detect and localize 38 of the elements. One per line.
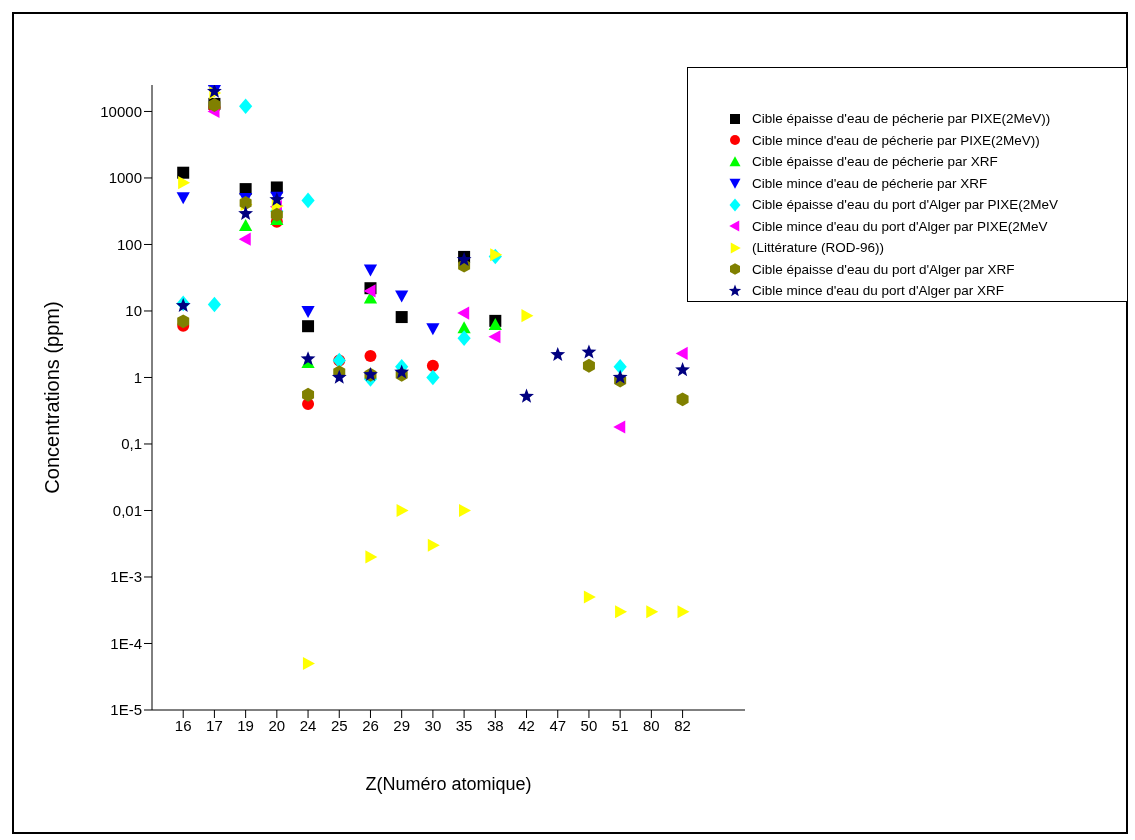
x-tick-label: 80 [643, 716, 660, 734]
x-tick-label: 24 [299, 716, 317, 734]
y-tick-label: 1E-3 [110, 568, 142, 586]
x-tick-label: 26 [362, 716, 379, 734]
x-tick-label: 47 [549, 716, 567, 734]
x-tick-label: 51 [611, 716, 629, 734]
y-tick-label: 1E-5 [110, 701, 142, 719]
legend-label: Cible épaisse d'eau du port d'Alger par PIXE(2MeV [752, 197, 1059, 213]
y-tick-label: 0,01 [112, 501, 142, 519]
x-tick-label: 29 [393, 716, 411, 734]
x-tick-label: 16 [174, 716, 192, 734]
y-tick-label: 10 [125, 302, 142, 320]
y-tick-label: 10000 [100, 102, 142, 120]
x-tick-label: 35 [455, 716, 473, 734]
x-tick-label: 82 [674, 716, 691, 734]
x-tick-label: 25 [330, 716, 348, 734]
x-tick-label: 50 [580, 716, 598, 734]
legend-label: Cible mince d'eau de pécherie par PIXE(2MeV)) [752, 132, 1040, 148]
y-tick-label: 100 [116, 235, 142, 253]
y-tick-label: 0,1 [121, 435, 142, 453]
legend-label: Cible épaisse d'eau de pécherie par PIXE(2MeV)) [752, 111, 1051, 127]
y-axis-title: Concentrations (ppm) [41, 301, 64, 494]
x-tick-label: 17 [206, 716, 223, 734]
x-tick-label: 20 [268, 716, 286, 734]
x-tick-label: 30 [424, 716, 442, 734]
y-tick-label: 1E-4 [110, 634, 142, 652]
y-tick-label: 1 [133, 368, 142, 386]
legend-label: Cible mince d'eau du port d'Alger par PIXE(2MeV [752, 218, 1048, 234]
legend-label: Cible épaisse d'eau du port d'Alger par XRF [752, 261, 1015, 277]
x-tick-label: 19 [237, 716, 254, 734]
legend-label: (Littérature (ROD-96)) [752, 240, 885, 256]
x-tick-label: 38 [486, 716, 504, 734]
legend-label: Cible mince d'eau de pécherie par XRF [752, 175, 988, 191]
x-tick-label: 42 [518, 716, 535, 734]
x-axis-title: Z(Numéro atomique) [365, 774, 532, 794]
legend-label: Cible mince d'eau du port d'Alger par XRF [752, 283, 1005, 299]
y-tick-label: 1000 [108, 169, 142, 187]
legend-label: Cible épaisse d'eau de pécherie par XRF [752, 154, 998, 170]
